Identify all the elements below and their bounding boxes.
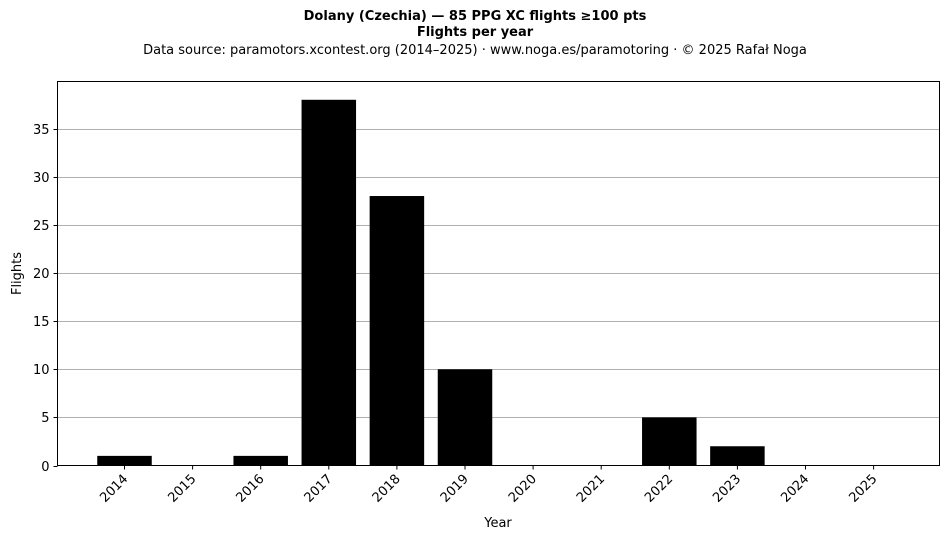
x-tick-label: 2018	[370, 472, 404, 506]
bar-2023	[710, 446, 765, 466]
y-axis-label: Flights	[10, 252, 25, 295]
grid-lines	[57, 129, 940, 418]
bar-2019	[437, 369, 493, 466]
x-tick-label: 2015	[165, 472, 199, 506]
x-tick-label: 2021	[574, 472, 608, 506]
y-tick-label: 25	[33, 219, 50, 234]
bar-2022	[642, 417, 697, 466]
y-tick-label: 35	[33, 123, 50, 138]
chart-title: Dolany (Czechia) — 85 PPG XC flights ≥10…	[303, 9, 647, 24]
y-tick-label: 15	[33, 315, 50, 330]
x-tick-label: 2024	[778, 472, 812, 506]
data-source-note: Data source: paramotors.xcontest.org (20…	[143, 43, 807, 58]
bar-2016	[233, 455, 288, 466]
x-tick-label: 2017	[302, 472, 336, 506]
y-tick-label: 20	[33, 267, 50, 282]
x-tick-label: 2020	[506, 472, 540, 506]
chart-subtitle: Flights per year	[416, 25, 534, 40]
x-tick-label: 2022	[642, 472, 676, 506]
x-axis-ticks: 2014 2015 2016 2017 2018 2019 2020 2021 2022 2023…	[97, 465, 880, 506]
y-axis-ticks: 0 5 10 15 20 25 30 35	[33, 123, 58, 475]
y-tick-label: 10	[33, 363, 50, 378]
x-tick-label: 2019	[438, 472, 472, 506]
bars	[97, 99, 765, 466]
bar-2014	[97, 455, 152, 466]
y-tick-label: 0	[41, 460, 49, 475]
x-tick-label: 2025	[846, 472, 880, 506]
x-tick-label: 2016	[234, 472, 268, 506]
bar-2017	[301, 99, 357, 466]
x-tick-label: 2023	[710, 472, 744, 506]
x-tick-label: 2014	[97, 472, 131, 506]
y-tick-label: 5	[41, 411, 49, 426]
bar-2018	[369, 196, 425, 466]
y-tick-label: 30	[33, 171, 50, 186]
x-axis-label: Year	[483, 516, 512, 531]
